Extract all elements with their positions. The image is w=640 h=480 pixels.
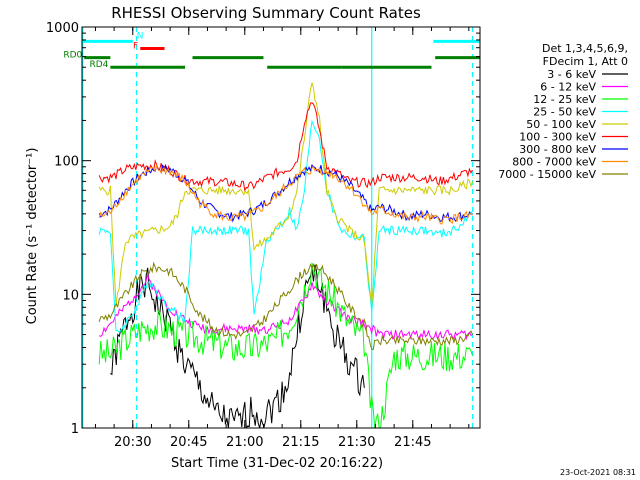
legend-entry-label: 6 - 12 keV [540,81,596,94]
x-axis-label: Start Time (31-Dec-02 20:16:22) [171,456,383,471]
x-tick-label: 21:15 [282,435,319,450]
x-tick-label: 21:45 [394,435,431,450]
flag-label: RD4 [89,60,108,70]
x-tick-label: 21:30 [338,435,375,450]
legend-entry-label: 50 - 100 keV [526,118,596,131]
legend-entry-label: 100 - 300 keV [519,131,596,144]
legend-entry-label: 12 - 25 keV [533,93,596,106]
flag-label: RD0 [63,51,82,61]
chart-title: RHESSI Observing Summary Count Rates [111,4,421,22]
y-tick-label: 1000 [46,21,79,36]
y-tick-label: 100 [54,155,79,170]
series-line [98,262,473,428]
timestamp: 23-Oct-2021 08:31 [560,468,636,477]
legend-entry-label: 25 - 50 keV [533,106,596,119]
y-tick-label: 1 [71,422,79,437]
flag-label: N [137,31,144,41]
x-tick-label: 20:30 [114,435,151,450]
legend-entry-label: 300 - 800 keV [519,143,596,156]
series-line [98,261,473,351]
plot-frame [81,26,481,429]
y-tick-label: 10 [62,288,79,303]
x-tick-label: 21:00 [226,435,263,450]
series-line [98,273,473,341]
legend-header-line-1: Det 1,3,4,5,6,9, [542,42,628,55]
series-line [98,119,473,333]
legend-entry-label: 3 - 6 keV [547,68,596,81]
axes: 20:30 20:45 21:00 21:15 21:30 21:45 1 10 100 1000 [46,21,480,450]
plot-area [82,27,474,428]
x-tick-label: 20:45 [170,435,207,450]
legend: Det 1,3,4,5,6,9, FDecim 1, Att 0 3 - 6 k… [498,42,628,181]
legend-entry-label: 800 - 7000 keV [512,156,596,169]
flag-bars: NF RD0 RD4 [63,31,480,70]
flag-label: F [133,42,138,52]
legend-entry-label: 7000 - 15000 keV [498,168,596,181]
y-axis-label: Count Rate (s⁻¹ detector⁻¹) [25,148,40,325]
legend-header-line-2: FDecim 1, Att 0 [543,55,628,68]
series-line [98,82,473,308]
series-line [98,163,473,225]
